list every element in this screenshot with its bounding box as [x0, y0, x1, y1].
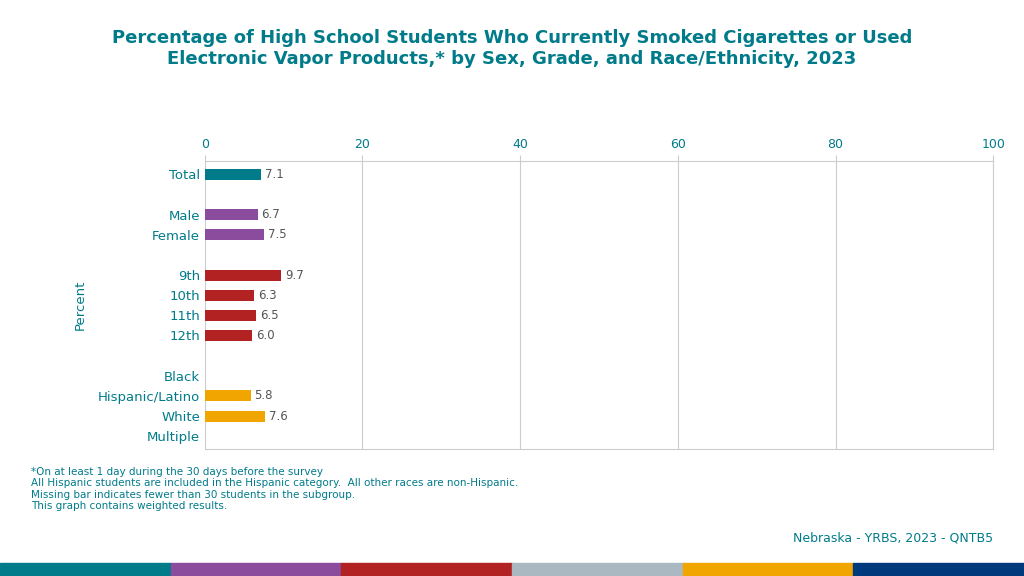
Text: 6.3: 6.3: [258, 289, 278, 302]
Text: Percentage of High School Students Who Currently Smoked Cigarettes or Used
Elect: Percentage of High School Students Who C…: [112, 29, 912, 67]
Text: Nebraska - YRBS, 2023 - QNTB5: Nebraska - YRBS, 2023 - QNTB5: [794, 531, 993, 544]
Bar: [205, 169, 261, 180]
Text: 5.8: 5.8: [255, 389, 273, 403]
Text: 6.0: 6.0: [256, 329, 274, 342]
Bar: [205, 391, 251, 401]
Text: 6.5: 6.5: [260, 309, 279, 322]
Text: 6.7: 6.7: [261, 208, 281, 221]
Text: 7.1: 7.1: [265, 168, 284, 181]
Bar: [205, 411, 265, 422]
Bar: [205, 290, 255, 301]
Bar: [205, 270, 282, 281]
Bar: [205, 229, 264, 240]
Y-axis label: Percent: Percent: [74, 280, 87, 331]
Bar: [205, 310, 256, 321]
Text: *On at least 1 day during the 30 days before the survey
All Hispanic students ar: *On at least 1 day during the 30 days be…: [31, 467, 518, 511]
Text: 7.6: 7.6: [268, 410, 288, 423]
Text: 7.5: 7.5: [268, 228, 287, 241]
Bar: [205, 209, 258, 220]
Bar: [205, 330, 252, 341]
Text: 9.7: 9.7: [286, 268, 304, 282]
